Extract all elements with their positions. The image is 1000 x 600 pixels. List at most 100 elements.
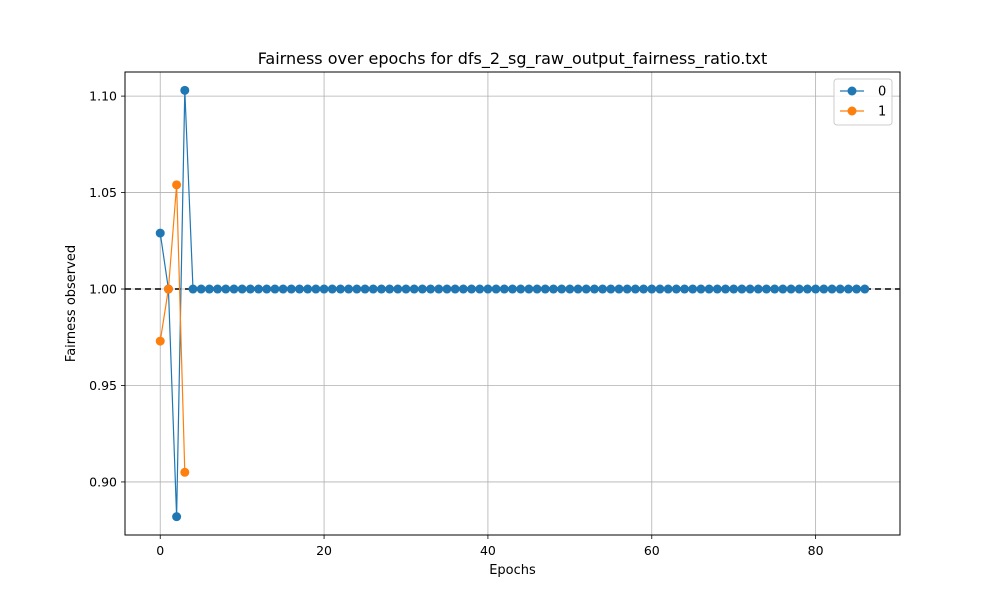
data-point (155, 228, 165, 238)
data-point (491, 284, 501, 294)
data-point (303, 284, 313, 294)
data-point (163, 284, 173, 294)
data-point (647, 284, 657, 294)
x-axis-label: Epochs (489, 563, 536, 578)
data-point (172, 512, 182, 522)
data-point (311, 284, 321, 294)
data-point (770, 284, 780, 294)
data-point (483, 284, 493, 294)
data-point (811, 284, 821, 294)
data-point (196, 284, 206, 294)
data-point (344, 284, 354, 294)
tick-layer: 0 20 40 60 80 0.90 0.95 1.00 1.05 1.10 (89, 89, 823, 558)
data-point (204, 284, 214, 294)
data-point (172, 180, 182, 190)
data-point (581, 284, 591, 294)
data-point (729, 284, 739, 294)
data-point (401, 284, 411, 294)
series-layer (155, 85, 870, 522)
data-point (671, 284, 681, 294)
data-point (827, 284, 837, 294)
legend: 01 (833, 78, 893, 126)
data-point (352, 284, 362, 294)
series-line (159, 184, 186, 473)
data-point (180, 467, 190, 477)
y-tick-label: 0.95 (89, 378, 117, 393)
legend-label: 1 (878, 105, 886, 120)
data-point (417, 284, 427, 294)
data-point (385, 284, 395, 294)
data-point (286, 284, 296, 294)
data-point (393, 284, 403, 294)
data-point (622, 284, 632, 294)
data-point (319, 284, 329, 294)
data-point (598, 284, 608, 294)
data-point (508, 284, 517, 294)
data-point (155, 336, 165, 346)
y-tick-label: 1.00 (89, 282, 117, 297)
data-point (606, 284, 616, 294)
data-point (712, 284, 722, 294)
data-point (786, 284, 796, 294)
data-point (630, 284, 640, 294)
data-point (737, 284, 747, 294)
data-point (524, 284, 534, 294)
y-tick-label: 1.10 (89, 89, 117, 104)
plot-area-frame (124, 71, 901, 536)
legend-marker (847, 106, 857, 116)
data-point (245, 284, 255, 294)
data-point (745, 284, 755, 294)
chart-title: Fairness over epochs for dfs_2_sg_raw_ou… (258, 49, 768, 69)
data-point (213, 284, 223, 294)
data-point (221, 284, 231, 294)
data-point (294, 284, 304, 294)
data-point (688, 284, 698, 294)
data-point (475, 284, 485, 294)
data-point (614, 284, 624, 294)
data-point (434, 284, 444, 294)
data-point (327, 284, 337, 294)
data-point (516, 284, 526, 294)
data-point (819, 284, 829, 294)
data-point (499, 284, 509, 294)
data-point (450, 284, 460, 294)
data-point (188, 284, 198, 294)
data-point (376, 284, 386, 294)
data-point (573, 284, 583, 294)
data-point (254, 284, 264, 294)
x-tick-label: 20 (316, 543, 332, 558)
data-point (794, 284, 804, 294)
data-point (721, 284, 731, 294)
data-point (860, 284, 870, 294)
series-0 (155, 85, 870, 522)
data-point (262, 284, 272, 294)
data-point (696, 284, 706, 294)
data-point (532, 284, 542, 294)
y-tick-label: 1.05 (89, 185, 117, 200)
data-point (548, 284, 558, 294)
data-point (442, 284, 452, 294)
data-point (802, 284, 812, 294)
data-point (655, 284, 665, 294)
data-point (753, 284, 763, 294)
y-tick-label: 0.90 (89, 474, 117, 489)
data-point (270, 284, 280, 294)
data-point (852, 284, 862, 294)
x-tick-label: 80 (808, 543, 824, 558)
data-point (368, 284, 378, 294)
data-point (663, 284, 673, 294)
data-point (180, 85, 190, 95)
data-point (589, 284, 599, 294)
data-point (835, 284, 845, 294)
data-point (229, 284, 239, 294)
legend-label: 0 (878, 85, 886, 100)
data-point (761, 284, 771, 294)
x-tick-label: 0 (156, 543, 164, 558)
data-point (680, 284, 690, 294)
data-point (335, 284, 345, 294)
data-point (278, 284, 288, 294)
data-point (237, 284, 247, 294)
data-point (639, 284, 649, 294)
data-point (540, 284, 550, 294)
